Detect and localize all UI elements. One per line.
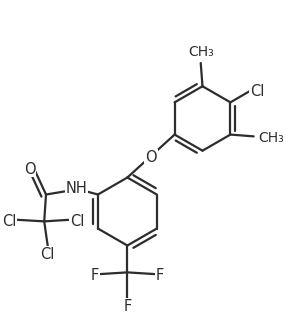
- Text: Cl: Cl: [250, 84, 264, 99]
- Text: F: F: [91, 268, 99, 283]
- Text: NH: NH: [66, 182, 87, 196]
- Text: Cl: Cl: [41, 247, 55, 262]
- Text: F: F: [123, 299, 131, 314]
- Text: F: F: [155, 268, 164, 283]
- Text: Cl: Cl: [2, 214, 17, 229]
- Text: O: O: [145, 150, 157, 165]
- Text: O: O: [24, 162, 36, 177]
- Text: CH₃: CH₃: [258, 131, 284, 145]
- Text: Cl: Cl: [70, 214, 84, 229]
- Text: CH₃: CH₃: [188, 45, 214, 59]
